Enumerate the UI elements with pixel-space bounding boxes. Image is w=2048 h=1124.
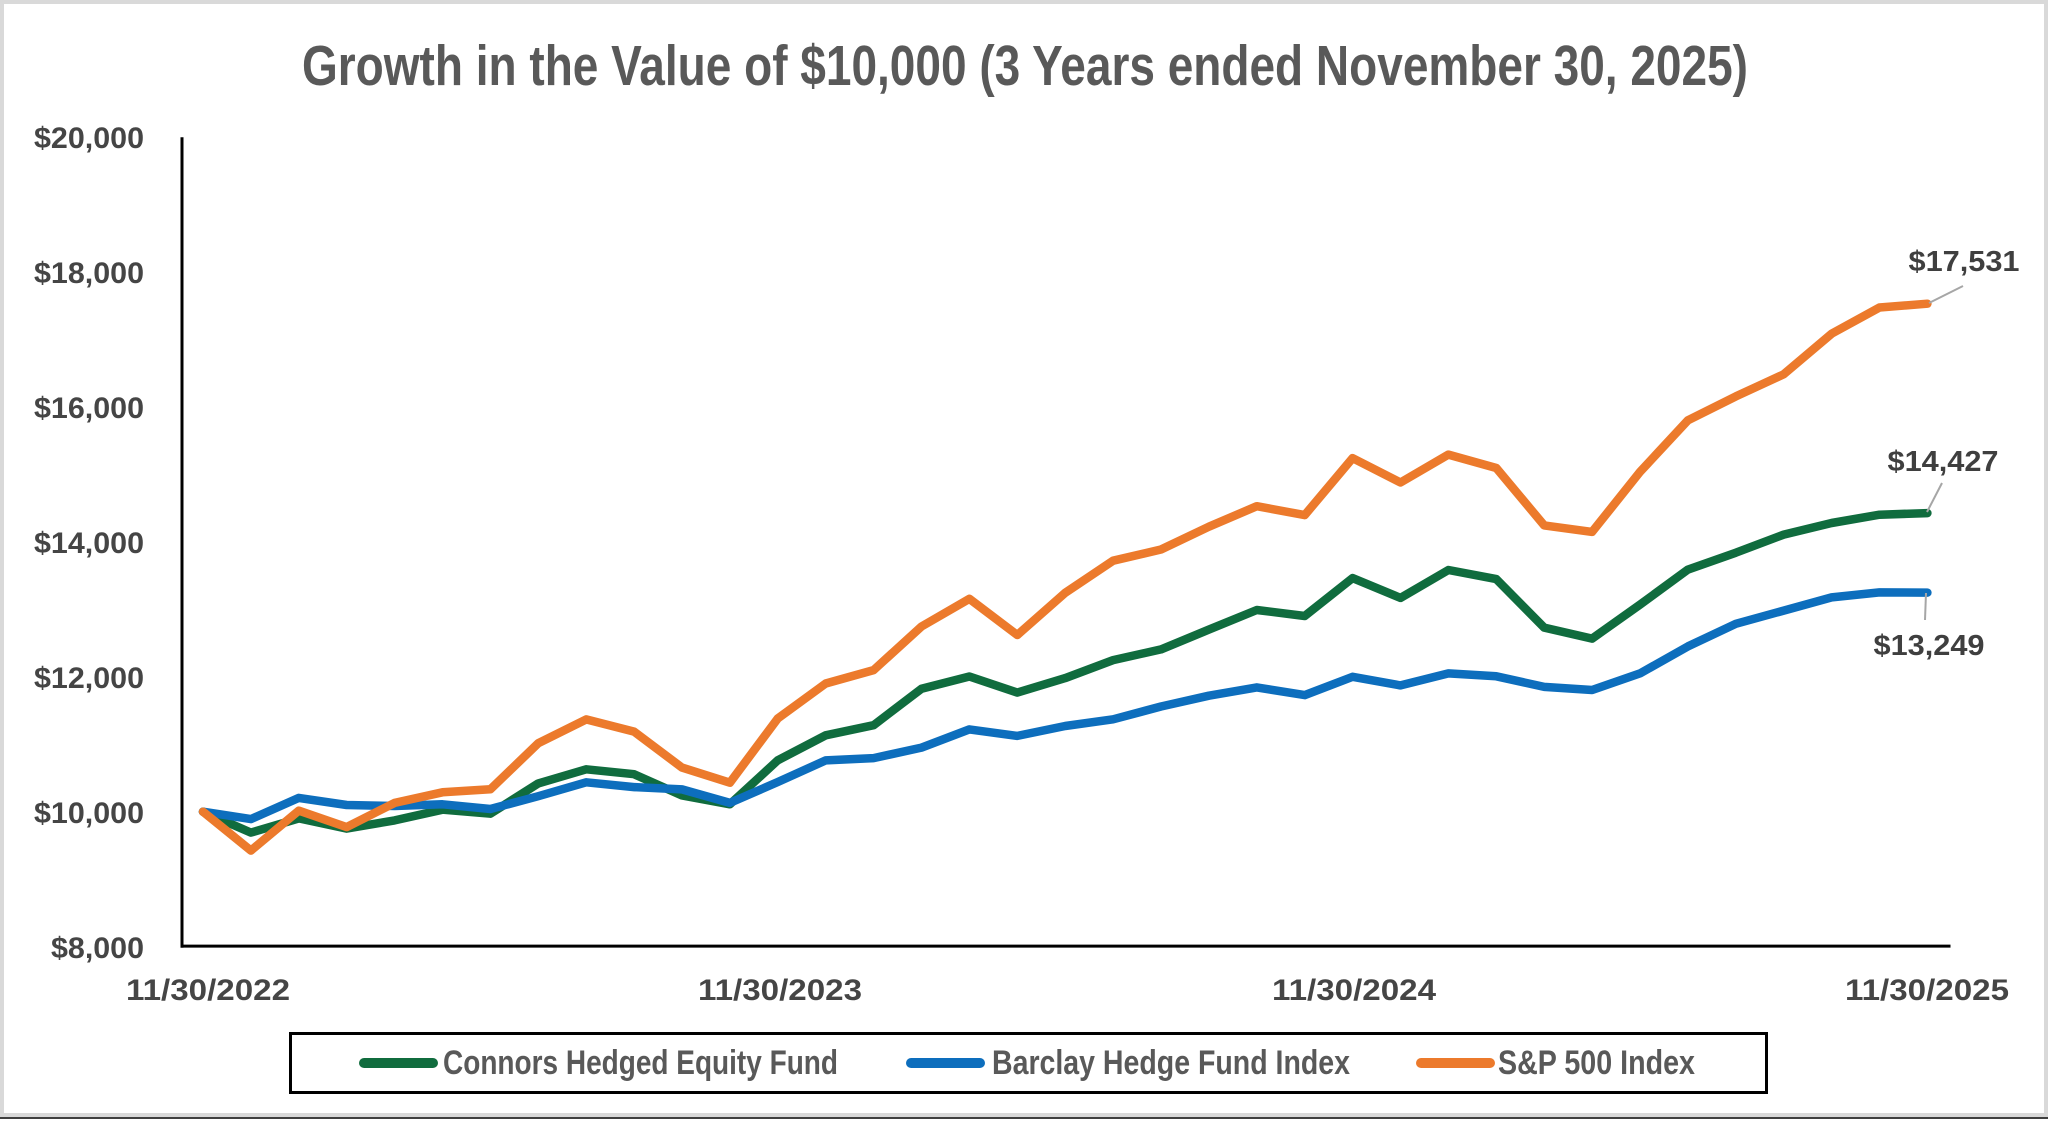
svg-text:11/30/2023: 11/30/2023 — [698, 974, 862, 1007]
svg-text:$13,249: $13,249 — [1874, 630, 1985, 662]
svg-text:11/30/2024: 11/30/2024 — [1272, 974, 1436, 1007]
svg-text:$18,000: $18,000 — [34, 257, 144, 290]
svg-text:$14,000: $14,000 — [34, 527, 144, 560]
svg-text:Barclay Hedge Fund Index: Barclay Hedge Fund Index — [992, 1044, 1350, 1082]
svg-text:Connors Hedged Equity Fund: Connors Hedged Equity Fund — [443, 1044, 838, 1082]
svg-text:$12,000: $12,000 — [34, 662, 144, 695]
svg-text:$16,000: $16,000 — [34, 392, 144, 425]
svg-text:S&P 500 Index: S&P 500 Index — [1498, 1044, 1695, 1082]
svg-text:$20,000: $20,000 — [34, 122, 144, 155]
svg-text:Growth in the Value of $10,000: Growth in the Value of $10,000 (3 Years … — [302, 34, 1748, 98]
svg-text:$8,000: $8,000 — [51, 932, 144, 965]
svg-text:$10,000: $10,000 — [34, 797, 144, 830]
svg-text:$17,531: $17,531 — [1909, 246, 2020, 278]
svg-text:11/30/2022: 11/30/2022 — [126, 974, 290, 1007]
svg-text:11/30/2025: 11/30/2025 — [1845, 974, 2009, 1007]
svg-text:$14,427: $14,427 — [1888, 446, 1999, 478]
